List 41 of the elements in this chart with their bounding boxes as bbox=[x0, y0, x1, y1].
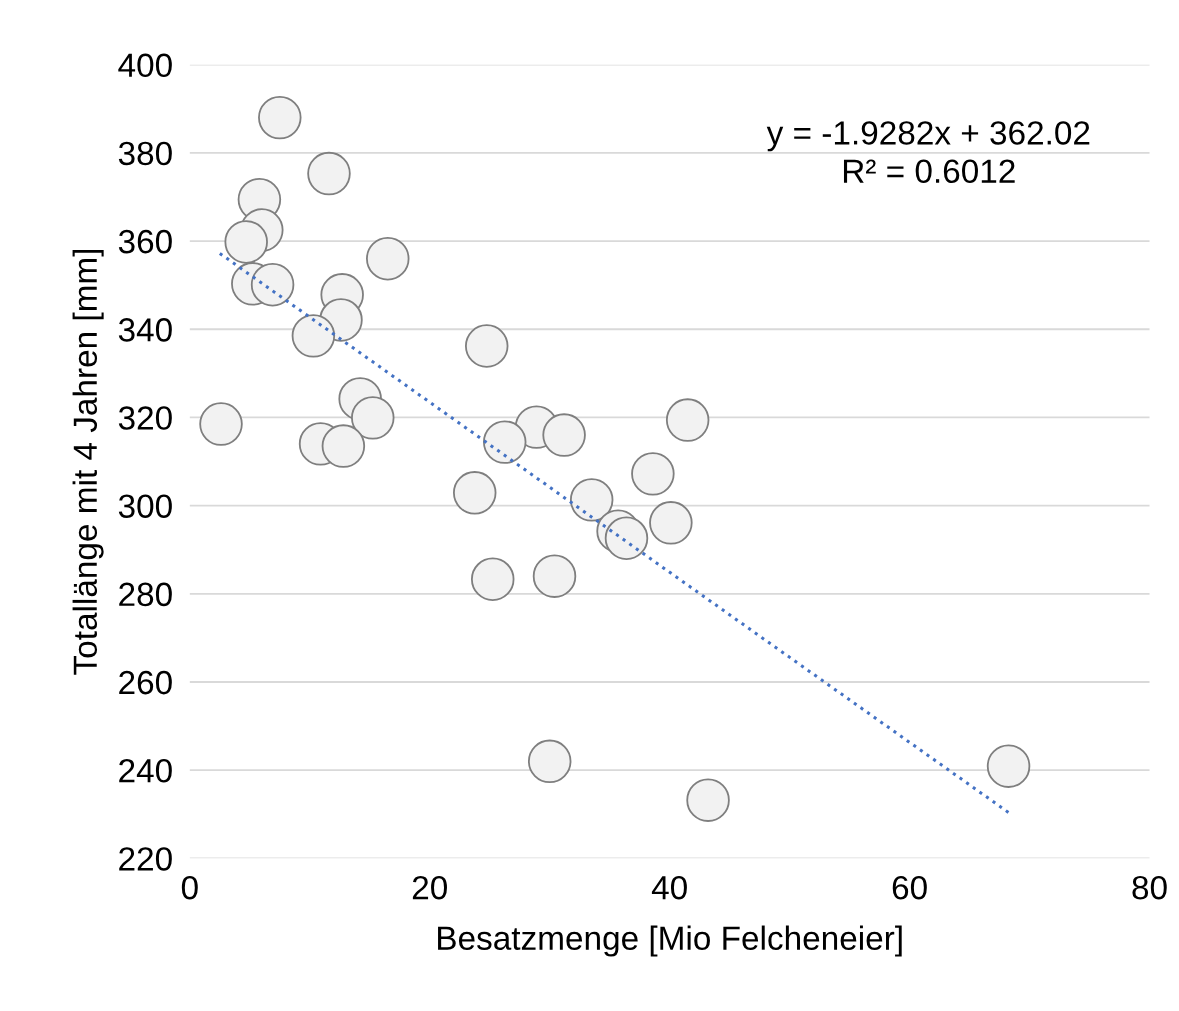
point bbox=[321, 424, 366, 468]
y-tick-label: 240 bbox=[119, 758, 172, 783]
point bbox=[482, 420, 527, 464]
y-tick-label: 400 bbox=[118, 53, 172, 78]
y-tick-label: 340 bbox=[118, 318, 172, 342]
point bbox=[452, 471, 497, 515]
y-tick-label: 260 bbox=[119, 670, 172, 695]
point bbox=[470, 557, 515, 601]
x-axis-title: Besatzmenge [Mio Felcheneier] bbox=[438, 925, 902, 957]
point bbox=[532, 554, 577, 598]
point bbox=[366, 236, 410, 281]
point bbox=[307, 151, 351, 196]
point bbox=[665, 398, 710, 442]
point bbox=[569, 478, 614, 522]
y-tick-label: 220 bbox=[119, 847, 172, 871]
point bbox=[199, 402, 243, 446]
point bbox=[291, 314, 336, 358]
x-tick-label: 0 bbox=[181, 875, 198, 900]
y-axis-title: Totallänge mit 4 Jahren [mm] bbox=[72, 249, 104, 675]
point bbox=[686, 778, 730, 822]
y-tick-label: 280 bbox=[119, 582, 172, 607]
point bbox=[649, 501, 693, 545]
point bbox=[527, 739, 572, 784]
point bbox=[464, 324, 509, 368]
point bbox=[542, 413, 586, 457]
point bbox=[631, 452, 675, 496]
point bbox=[224, 220, 268, 264]
y-tick-label: 380 bbox=[118, 141, 172, 166]
point bbox=[604, 516, 649, 560]
x-tick-label: 80 bbox=[1132, 875, 1167, 900]
y-tick-label: 300 bbox=[118, 494, 172, 519]
x-tick-label: 60 bbox=[892, 875, 927, 900]
point bbox=[351, 396, 395, 440]
y-tick-label: 320 bbox=[118, 406, 172, 430]
x-tick-label: 40 bbox=[651, 875, 687, 900]
point bbox=[258, 95, 302, 140]
y-tick-label: 360 bbox=[118, 229, 172, 254]
x-tick-label: 20 bbox=[412, 875, 447, 900]
point bbox=[250, 262, 295, 307]
point bbox=[986, 744, 1031, 788]
annotation: y = -1.9282x + 362.02 R² = 0.6012 bbox=[766, 121, 1090, 184]
